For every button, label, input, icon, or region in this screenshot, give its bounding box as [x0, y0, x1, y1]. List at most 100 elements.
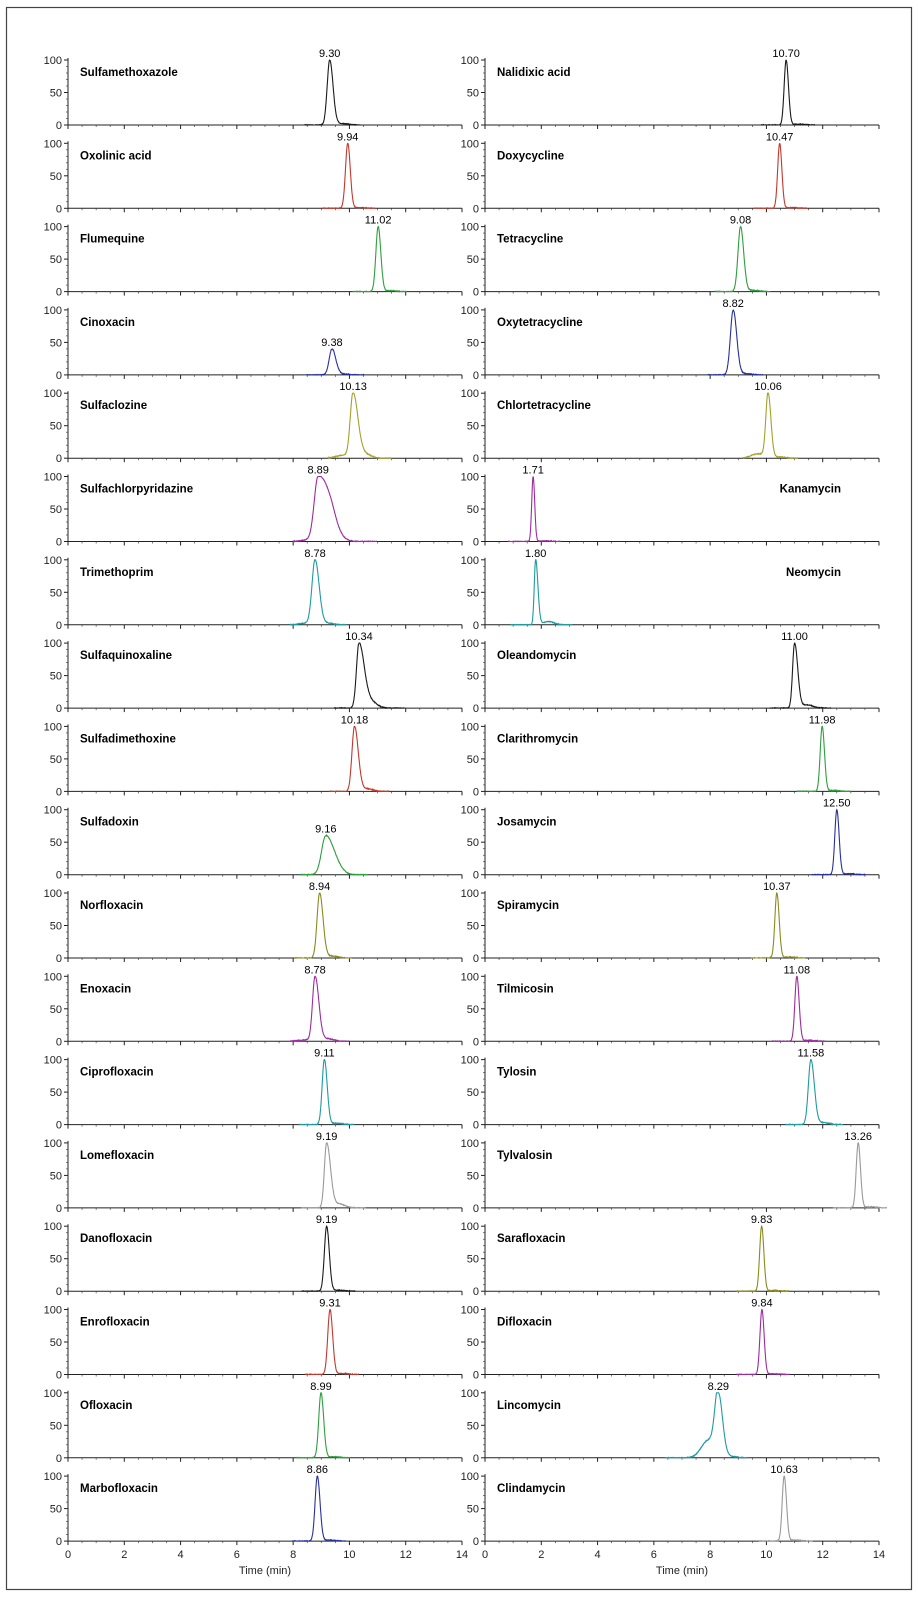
retention-time-label: 9.19: [316, 1131, 337, 1143]
y-tick-label: 50: [50, 1087, 62, 1099]
x-tick-label: 8: [290, 1549, 296, 1561]
y-tick-label: 0: [473, 287, 479, 299]
y-tick-label: 0: [56, 203, 62, 215]
retention-time-label: 10.63: [770, 1464, 798, 1476]
x-tick-label: 6: [651, 1549, 657, 1561]
x-tick-label: 2: [121, 1549, 127, 1561]
panel-sarafloxacin: 0 50 100 Sarafloxacin 9.83: [461, 1214, 880, 1298]
x-tick-label: 0: [65, 1549, 71, 1561]
compound-name: Enoxacin: [80, 983, 131, 995]
y-tick-label: 50: [50, 1004, 62, 1016]
x-tick-label: 4: [178, 1549, 184, 1561]
peak-trace: [329, 725, 390, 793]
retention-time-label: 9.94: [337, 131, 358, 143]
y-tick-label: 50: [50, 1337, 62, 1349]
compound-name: Tylvalosin: [497, 1150, 552, 1162]
y-tick-label: 0: [56, 703, 62, 715]
retention-time-label: 9.83: [751, 1214, 772, 1226]
y-tick-label: 0: [473, 370, 479, 382]
retention-time-label: 11.00: [781, 631, 808, 643]
compound-name: Oxolinic acid: [80, 150, 152, 162]
x-tick-label: 4: [595, 1549, 601, 1561]
x-tick-label: 2: [538, 1549, 544, 1561]
retention-time-label: 10.06: [754, 381, 782, 393]
peak-trace: [304, 1308, 360, 1376]
x-tick-label: 10: [760, 1549, 772, 1561]
compound-name: Danofloxacin: [80, 1233, 152, 1245]
y-tick-label: 0: [56, 953, 62, 965]
peak-trace: [771, 975, 826, 1043]
y-tick-label: 100: [44, 1138, 62, 1150]
y-tick-label: 0: [473, 1453, 479, 1465]
y-tick-label: 50: [467, 754, 479, 766]
compound-name: Doxycycline: [497, 150, 564, 162]
y-tick-label: 0: [473, 1370, 479, 1382]
y-tick-label: 50: [50, 1420, 62, 1432]
retention-time-label: 8.94: [309, 881, 330, 893]
y-tick-label: 100: [461, 138, 479, 150]
peak-trace: [294, 892, 353, 959]
y-tick-label: 0: [56, 786, 62, 798]
compound-name: Tetracycline: [497, 234, 563, 246]
panel-tilmicosin: 0 50 100 Tilmicosin 11.08: [461, 964, 880, 1048]
y-tick-label: 0: [56, 1370, 62, 1382]
panel-sulfamethoxazole: 0 50 100 Sulfamethoxazole 9.30: [44, 48, 463, 132]
compound-name: Enrofloxacin: [80, 1317, 150, 1329]
y-tick-label: 100: [461, 1305, 479, 1317]
peak-trace: [292, 475, 378, 543]
y-tick-label: 50: [467, 837, 479, 849]
y-tick-label: 0: [473, 870, 479, 882]
y-tick-label: 100: [461, 1471, 479, 1483]
panel-trimethoprim: 0 50 100 Trimethoprim 8.78: [44, 548, 463, 632]
peak-trace: [811, 808, 866, 876]
panel-lomefloxacin: 0 50 100 Lomefloxacin 9.19: [44, 1131, 463, 1215]
panel-clarithromycin: 0 50 100 Clarithromycin 11.98: [461, 714, 880, 798]
x-tick-label: 8: [707, 1549, 713, 1561]
peak-trace: [298, 1058, 355, 1126]
y-tick-label: 100: [44, 1305, 62, 1317]
y-tick-label: 50: [50, 921, 62, 933]
x-tick-label: 12: [400, 1549, 412, 1561]
retention-time-label: 9.30: [319, 48, 340, 60]
peak-trace: [507, 476, 561, 543]
y-tick-label: 100: [461, 638, 479, 650]
peak-trace: [760, 59, 816, 126]
peak-trace: [322, 142, 376, 210]
y-tick-label: 50: [467, 1504, 479, 1516]
x-tick-label: 10: [343, 1549, 355, 1561]
y-tick-label: 0: [56, 870, 62, 882]
y-tick-label: 50: [467, 587, 479, 599]
y-tick-label: 0: [473, 703, 479, 715]
panel-sulfachlorpyridazine: 0 50 100 Sulfachlorpyridazine 8.89: [44, 465, 463, 549]
retention-time-label: 1.71: [522, 465, 543, 477]
y-tick-label: 50: [50, 1504, 62, 1516]
peak-trace: [742, 392, 799, 460]
y-tick-label: 100: [44, 55, 62, 67]
panel-enrofloxacin: 0 50 100 Enrofloxacin 9.31: [44, 1298, 463, 1382]
x-tick-label: 14: [873, 1549, 885, 1561]
compound-name: Clindamycin: [497, 1483, 565, 1495]
panel-nalidixic-acid: 0 50 100 Nalidixic acid 10.70: [461, 48, 880, 132]
y-tick-label: 0: [56, 1536, 62, 1548]
retention-time-label: 11.02: [365, 215, 392, 227]
compound-name: Lincomycin: [497, 1400, 561, 1412]
retention-time-label: 8.86: [307, 1464, 328, 1476]
panel-spiramycin: 0 50 100 Spiramycin 10.37: [461, 881, 880, 965]
y-tick-label: 50: [467, 1087, 479, 1099]
compound-name: Sulfadoxin: [80, 817, 139, 829]
y-tick-label: 100: [44, 1388, 62, 1400]
panel-oleandomycin: 0 50 100 Oleandomycin 11.00: [461, 631, 880, 715]
y-tick-label: 0: [56, 620, 62, 632]
retention-time-label: 12.50: [823, 798, 851, 810]
peak-trace: [736, 1308, 790, 1376]
peak-trace: [289, 559, 347, 626]
y-tick-label: 100: [44, 638, 62, 650]
y-tick-label: 50: [467, 504, 479, 516]
y-tick-label: 0: [56, 537, 62, 549]
y-tick-label: 100: [461, 721, 479, 733]
panel-kanamycin: 0 50 100 Kanamycin 1.71: [461, 465, 880, 549]
retention-time-label: 9.19: [316, 1214, 337, 1226]
compound-name: Difloxacin: [497, 1317, 552, 1329]
compound-name: Neomycin: [786, 567, 841, 579]
y-tick-label: 100: [44, 888, 62, 900]
